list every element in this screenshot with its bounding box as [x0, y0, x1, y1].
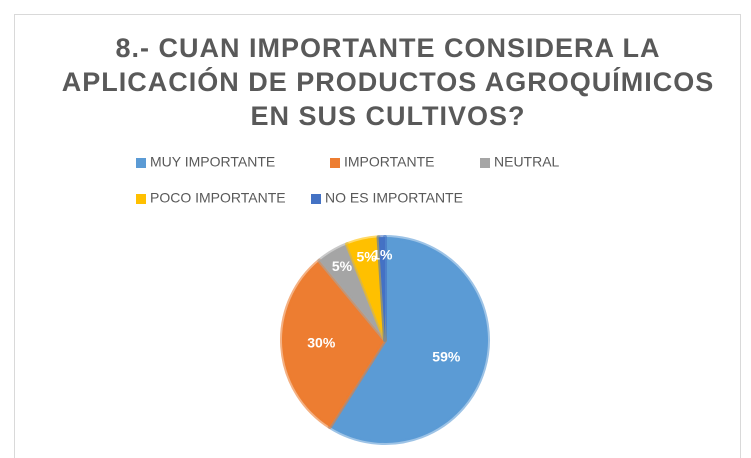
legend-swatch — [480, 158, 490, 168]
legend-swatch — [136, 194, 146, 204]
data-label: 59% — [432, 349, 461, 365]
data-label: 5% — [332, 258, 353, 274]
pie-slice — [327, 235, 490, 445]
chart-title: EN SUS CULTIVOS? — [250, 101, 525, 131]
legend-label: NO ES IMPORTANTE — [325, 190, 463, 206]
data-label: 30% — [307, 335, 336, 351]
legend-label: NEUTRAL — [494, 154, 560, 170]
data-label: 1% — [372, 246, 393, 262]
legend-label: MUY IMPORTANTE — [150, 154, 275, 170]
legend-swatch — [311, 194, 321, 204]
legend-swatch — [136, 158, 146, 168]
legend-label: IMPORTANTE — [344, 154, 435, 170]
legend-swatch — [330, 158, 340, 168]
data-label: 5% — [356, 248, 377, 264]
pie-slice — [280, 258, 387, 429]
pie-slice — [376, 234, 387, 342]
chart-title: 8.- CUAN IMPORTANTE CONSIDERA LA — [116, 33, 661, 63]
chart-title: APLICACIÓN DE PRODUCTOS AGROQUÍMICOS — [62, 66, 715, 97]
legend-label: POCO IMPORTANTE — [150, 190, 286, 206]
